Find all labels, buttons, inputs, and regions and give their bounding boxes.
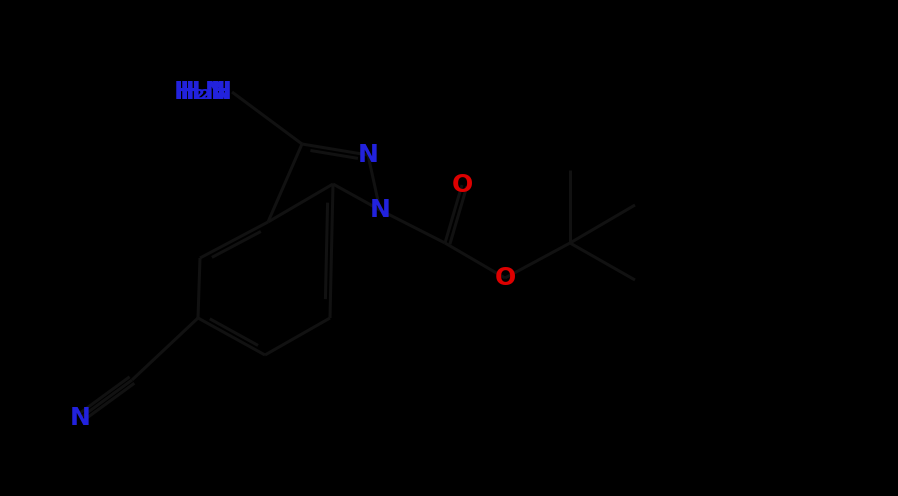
Text: N: N bbox=[370, 198, 391, 222]
Text: H₂N: H₂N bbox=[180, 80, 232, 104]
Text: N: N bbox=[69, 406, 91, 430]
Text: O: O bbox=[452, 173, 472, 197]
Text: O: O bbox=[495, 266, 515, 290]
Text: H₂N: H₂N bbox=[174, 80, 227, 104]
Text: H: H bbox=[211, 80, 232, 104]
Text: N: N bbox=[357, 143, 378, 167]
